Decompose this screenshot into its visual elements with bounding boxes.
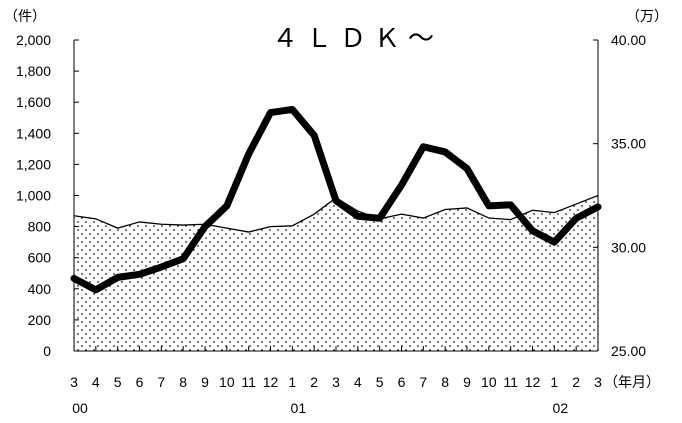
left-tick-label: 1,400 <box>16 125 51 141</box>
x-tick-label: 8 <box>441 374 449 390</box>
x-tick-label: 12 <box>525 374 541 390</box>
x-tick-label: 1 <box>288 374 296 390</box>
right-tick-label: 35.00 <box>611 136 646 152</box>
x-tick-label: 10 <box>481 374 497 390</box>
left-axis-unit: （件） <box>4 9 46 25</box>
x-tick-label: 1 <box>550 374 558 390</box>
left-tick-label: 800 <box>28 219 52 235</box>
left-tick-label: 2,000 <box>16 32 51 48</box>
listings-area-fill <box>74 195 598 351</box>
left-tick-label: 1,000 <box>16 188 51 204</box>
x-tick-label: 7 <box>419 374 427 390</box>
left-tick-label: 1,800 <box>16 63 51 79</box>
x-tick-label: 4 <box>354 374 362 390</box>
x-tick-label: 3 <box>70 374 78 390</box>
x-tick-label: 7 <box>157 374 165 390</box>
x-tick-label: 6 <box>398 374 406 390</box>
x-year-label: 02 <box>553 400 569 416</box>
right-tick-label: 25.00 <box>611 343 646 359</box>
right-tick-label: 30.00 <box>611 239 646 255</box>
x-tick-label: 9 <box>201 374 209 390</box>
left-tick-label: 200 <box>28 312 52 328</box>
left-tick-label: 600 <box>28 250 52 266</box>
x-tick-label: 9 <box>463 374 471 390</box>
x-tick-label: 12 <box>263 374 279 390</box>
x-tick-label: 2 <box>572 374 580 390</box>
x-axis-unit: （年月） <box>604 374 660 390</box>
x-tick-label: 8 <box>179 374 187 390</box>
x-tick-label: 3 <box>594 374 602 390</box>
price-line <box>70 105 602 294</box>
x-tick-label: 4 <box>92 374 100 390</box>
x-tick-label: 11 <box>503 374 518 390</box>
right-tick-label: 40.00 <box>611 32 646 48</box>
x-tick-label: 5 <box>114 374 122 390</box>
right-axis-unit: （万） <box>626 9 668 25</box>
x-tick-label: 10 <box>219 374 235 390</box>
x-tick-label: 3 <box>332 374 340 390</box>
chart-title: ４ＬＤＫ～ <box>272 24 443 54</box>
left-tick-label: 0 <box>43 343 51 359</box>
left-tick-label: 1,200 <box>16 156 51 172</box>
x-tick-label: 2 <box>310 374 318 390</box>
x-tick-label: 6 <box>136 374 144 390</box>
x-tick-label: 5 <box>376 374 384 390</box>
x-tick-label: 11 <box>241 374 256 390</box>
x-year-label: 01 <box>291 400 307 416</box>
left-tick-label: 400 <box>28 281 52 297</box>
x-year-label: 00 <box>72 400 88 416</box>
left-tick-label: 1,600 <box>16 94 51 110</box>
